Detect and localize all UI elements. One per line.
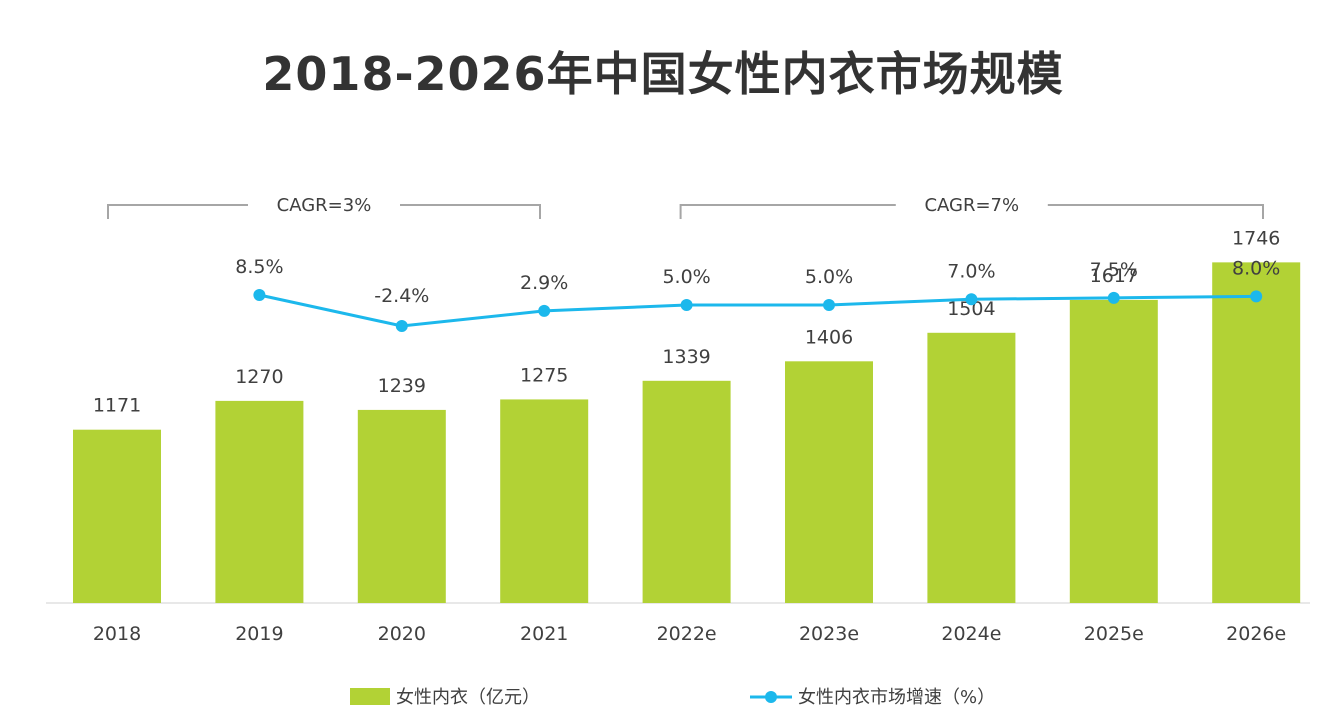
growth-point-2024e xyxy=(965,293,978,306)
growth-value-label: 8.5% xyxy=(235,256,283,278)
growth-point-2019 xyxy=(253,289,266,301)
bar-value-label: 1275 xyxy=(520,364,568,386)
growth-value-label: 7.5% xyxy=(1090,259,1138,281)
growth-point-2026e xyxy=(1250,290,1263,303)
growth-point-2023e xyxy=(823,298,835,311)
bar-2019 xyxy=(215,400,304,603)
bar-2020 xyxy=(357,409,446,603)
cagr-bracket-left xyxy=(107,204,248,219)
x-tick-label: 2022e xyxy=(657,623,717,645)
legend-bar-label: 女性内衣（亿元） xyxy=(396,687,540,708)
growth-value-label: 2.9% xyxy=(520,272,568,294)
cagr-bracket-left xyxy=(679,204,896,219)
bar-2018 xyxy=(73,429,161,603)
bar-2024e xyxy=(927,332,1016,603)
x-tick-label: 2019 xyxy=(235,623,283,645)
x-tick-label: 2023e xyxy=(799,623,859,645)
x-tick-label: 2020 xyxy=(378,623,426,645)
bar-2023e xyxy=(785,361,873,603)
bar-value-label: 1746 xyxy=(1232,227,1280,249)
growth-point-2022e xyxy=(680,298,693,311)
cagr-label: CAGR=3% xyxy=(277,195,372,216)
growth-line xyxy=(259,293,1257,328)
x-tick-label: 2025e xyxy=(1084,623,1144,645)
bar-value-label: 1406 xyxy=(805,326,853,348)
bar-value-label: 1504 xyxy=(947,298,995,320)
growth-value-label: 8.0% xyxy=(1232,257,1280,279)
bar-value-label: 1239 xyxy=(378,375,426,397)
growth-value-label: -2.4% xyxy=(374,285,429,307)
cagr-bracket-right xyxy=(1047,204,1264,219)
x-tick-label: 2026e xyxy=(1226,623,1286,645)
legend-line-label: 女性内衣市场增速（%） xyxy=(798,687,995,708)
growth-value-label: 5.0% xyxy=(805,266,853,288)
x-tick-label: 2024e xyxy=(941,623,1001,645)
x-tick-label: 2018 xyxy=(93,623,141,645)
bar-value-label: 1339 xyxy=(662,346,710,368)
cagr-label: CAGR=7% xyxy=(924,195,1019,216)
growth-point-2020 xyxy=(395,320,408,332)
bar-2026e xyxy=(1212,262,1301,603)
growth-value-label: 7.0% xyxy=(947,260,995,282)
x-tick-label: 2021 xyxy=(520,623,568,645)
bar-2021 xyxy=(500,399,589,603)
growth-value-label: 5.0% xyxy=(662,266,710,288)
cagr-bracket-right xyxy=(400,204,541,219)
growth-point-2025e xyxy=(1107,291,1120,304)
chart-title: 2018-2026年中国女性内衣市场规模 xyxy=(262,47,1064,101)
growth-point-2021 xyxy=(538,304,551,317)
legend-line-marker xyxy=(765,691,777,703)
bar-value-label: 1617 xyxy=(1090,265,1138,287)
bar-value-label: 1171 xyxy=(93,395,141,417)
bar-2022e xyxy=(642,380,731,603)
legend-bar-swatch xyxy=(350,688,390,705)
bar-value-label: 1270 xyxy=(235,366,283,388)
bar-2025e xyxy=(1069,299,1158,603)
